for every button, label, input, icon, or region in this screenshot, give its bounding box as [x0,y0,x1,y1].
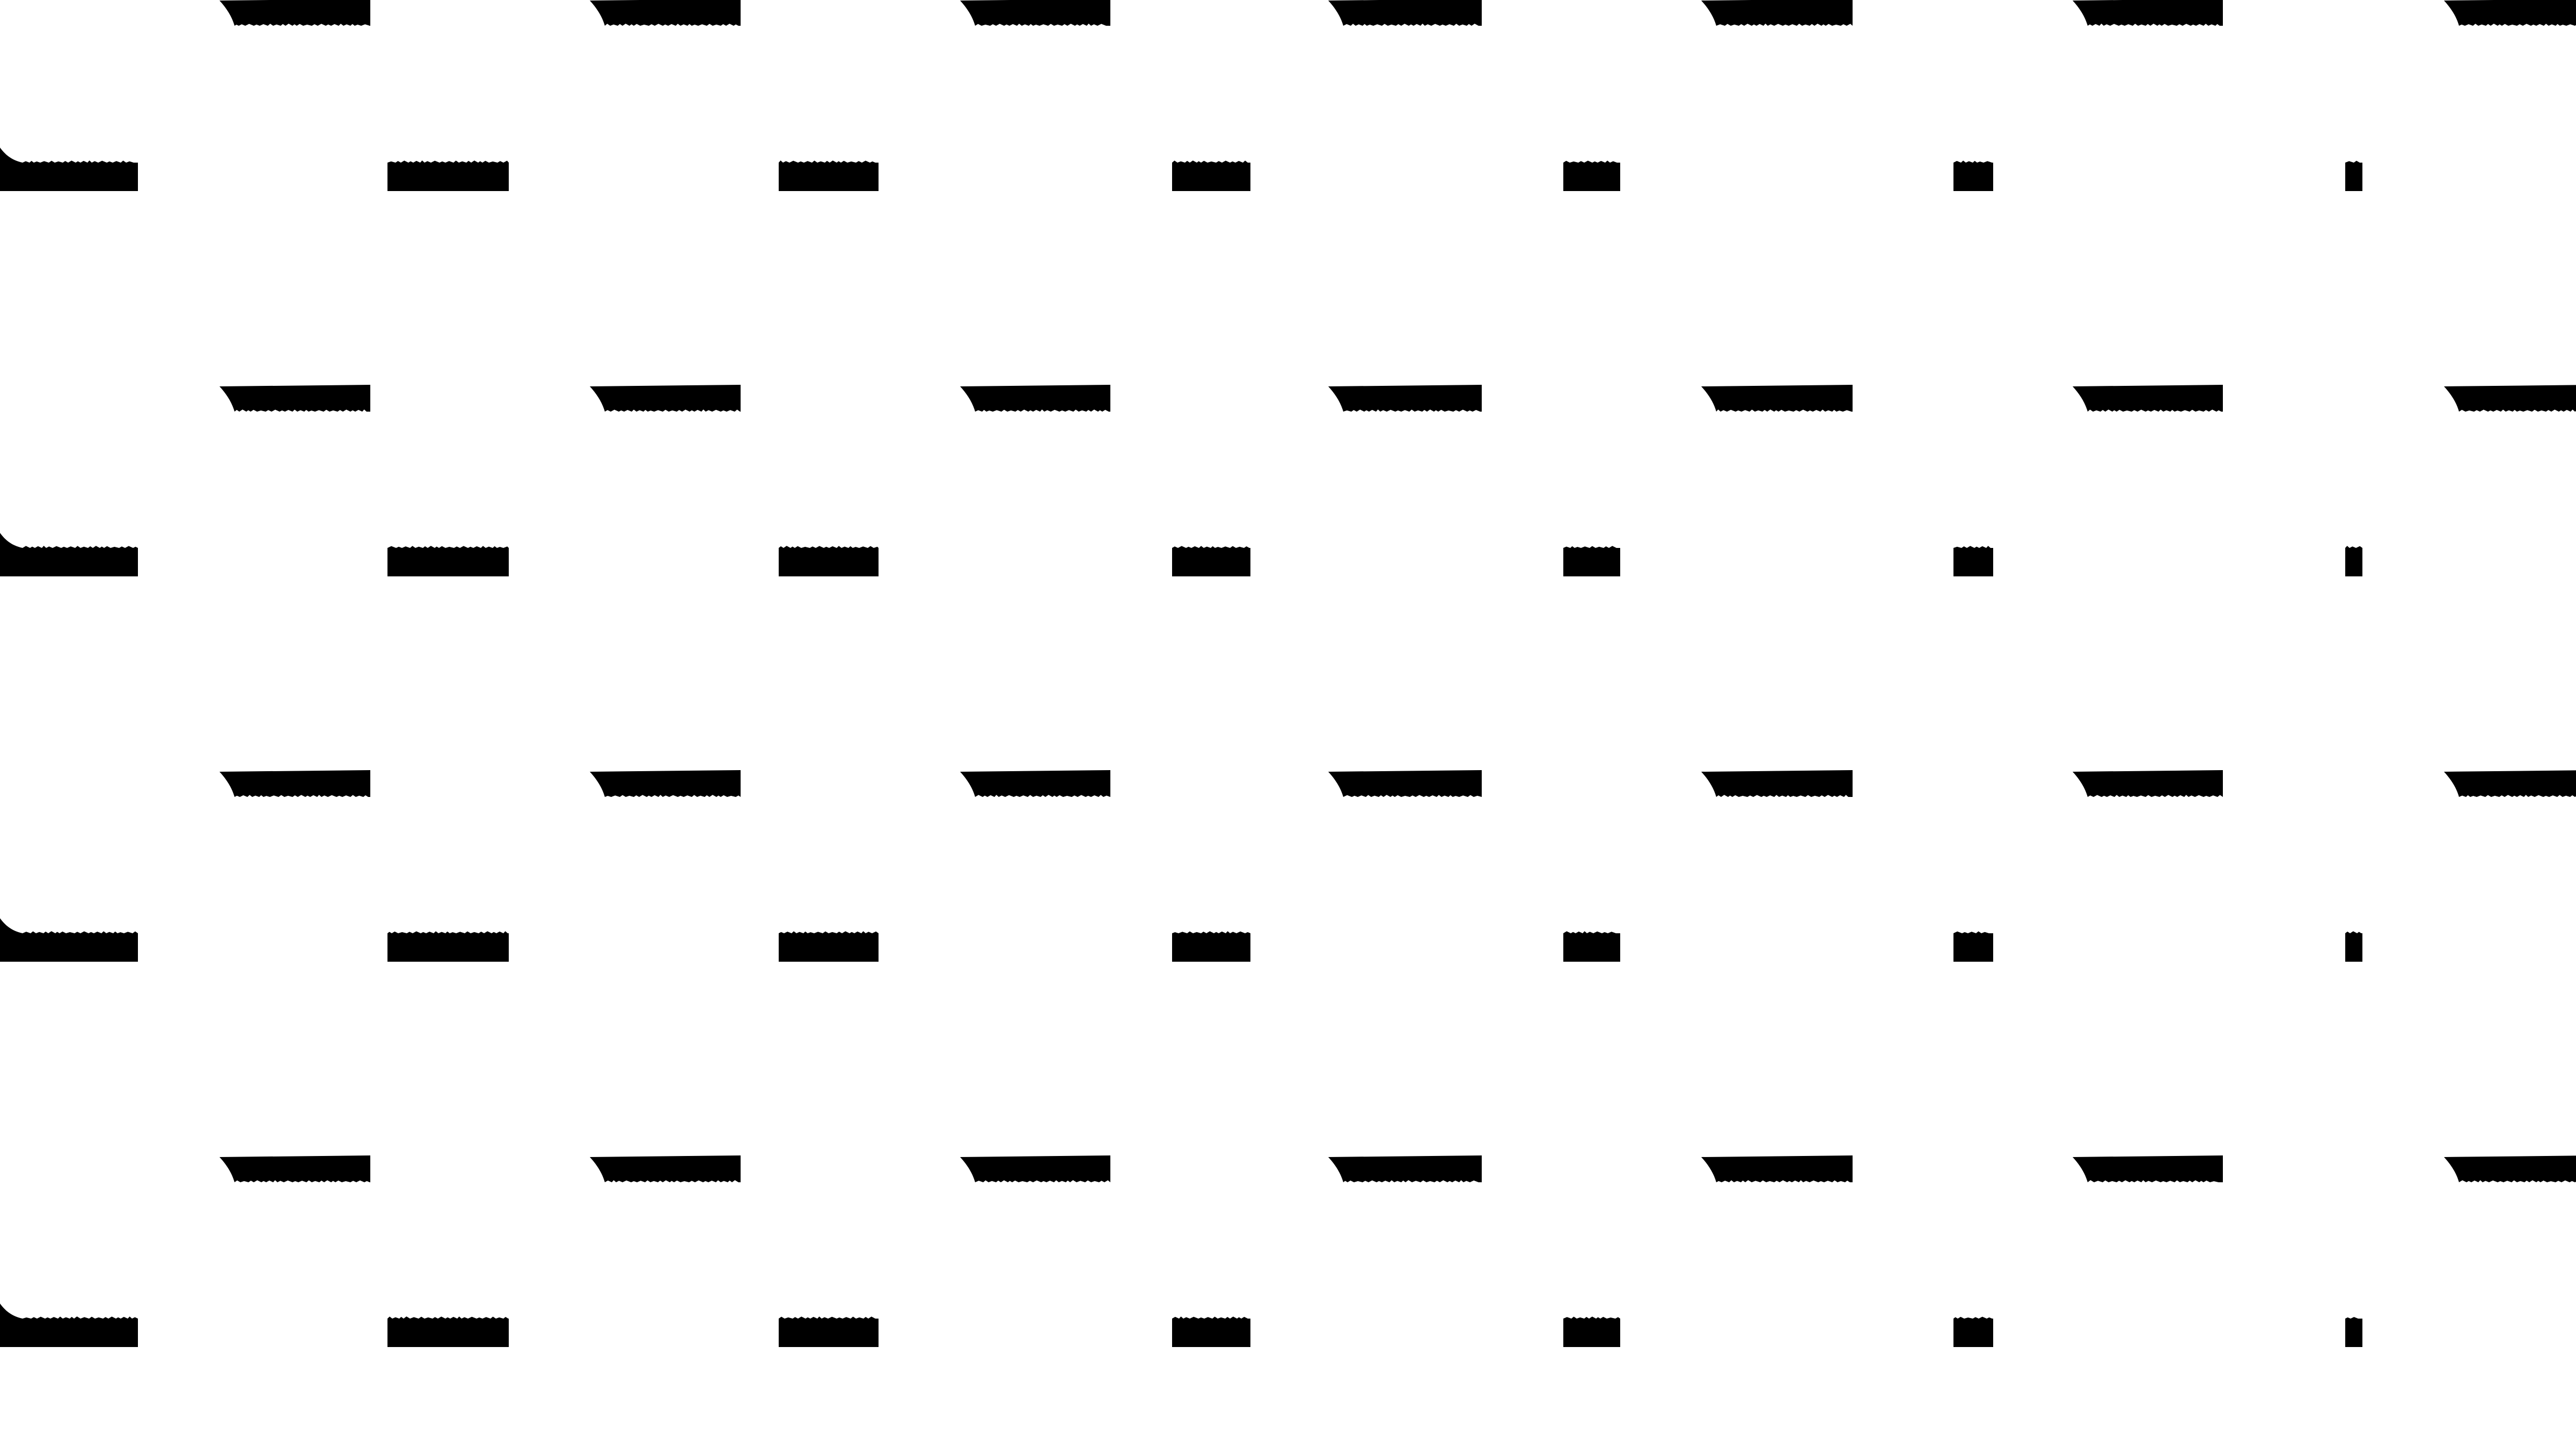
pattern-dash-row1-col4 [1563,160,1620,191]
pattern-dash-row0-col4 [1701,0,1853,26]
pattern-dash-row3-col3 [1172,546,1250,576]
pattern-dash-row2-col0 [219,385,370,412]
pattern-dash-row7-col6 [2345,1317,2362,1347]
pattern-dash-row4-col0 [219,770,370,797]
pattern-dash-row3-col5 [1953,546,1993,576]
pattern-dash-row6-col6 [2444,1155,2576,1182]
pattern-dash-row1-col2 [779,160,879,191]
pattern-dash-row6-col0 [219,1155,370,1182]
pattern-dash-row6-col2 [960,1155,1110,1182]
pattern-dash-row0-col5 [2073,0,2223,26]
pattern-dash-row0-col1 [590,0,741,26]
pattern-dash-row3-col6 [2345,546,2362,576]
pattern-dash-row1-col5 [1953,160,1993,191]
pattern-dash-row3-col2 [779,546,879,576]
pattern-dash-row5-col4 [1563,931,1620,962]
pattern-dash-row4-col6 [2444,770,2576,797]
pattern-dash-row5-col5 [1953,931,1993,962]
pattern-dash-row7-col2 [779,1316,879,1347]
pattern-dash-row0-col2 [960,0,1110,26]
pattern-dash-row7-col5 [1953,1316,1993,1347]
pattern-dash-row6-col1 [590,1155,741,1182]
pattern-dash-row2-col2 [960,385,1110,412]
pattern-dash-row7-col4 [1563,1316,1620,1347]
pattern-dash-row4-col5 [2073,770,2223,797]
pattern-dash-row4-col1 [590,770,741,797]
pattern-dash-row4-col2 [960,770,1110,797]
pattern-dash-row1-col6 [2345,160,2362,191]
pattern-dash-row3-col4 [1563,546,1620,576]
pattern-dash-row5-col3 [1172,931,1250,962]
pattern-dash-row3-col1 [387,546,509,576]
pattern-dash-row5-col0 [0,918,138,962]
pattern-dash-row4-col3 [1328,770,1482,797]
pattern-dash-row4-col4 [1701,770,1853,797]
pattern-dash-row7-col3 [1172,1316,1250,1347]
pattern-dash-row5-col1 [387,931,509,962]
pattern-dash-row1-col1 [387,160,509,191]
pattern-dash-row2-col5 [2073,385,2223,412]
pattern-dash-row0-col3 [1328,0,1482,26]
pattern-dash-row1-col3 [1172,160,1250,191]
pattern-dash-row6-col3 [1328,1155,1482,1182]
pattern-dash-row2-col1 [590,385,741,412]
pattern-dash-row0-col6 [2444,0,2576,26]
pattern-dash-row6-col5 [2073,1155,2223,1182]
pattern-dash-row2-col3 [1328,385,1482,412]
pattern-dash-row7-col1 [387,1316,509,1347]
pattern-dash-row6-col4 [1701,1155,1853,1182]
pattern-dash-row0-col0 [219,0,370,26]
pattern-dash-row3-col0 [0,533,138,576]
pattern-dash-row5-col6 [2345,931,2362,962]
pattern-dash-row5-col2 [779,931,879,962]
pattern-dash-row2-col4 [1701,385,1853,412]
pattern-dash-row2-col6 [2444,385,2576,412]
pattern-dash-row1-col0 [0,148,138,191]
pattern-dash-row7-col0 [0,1304,138,1347]
